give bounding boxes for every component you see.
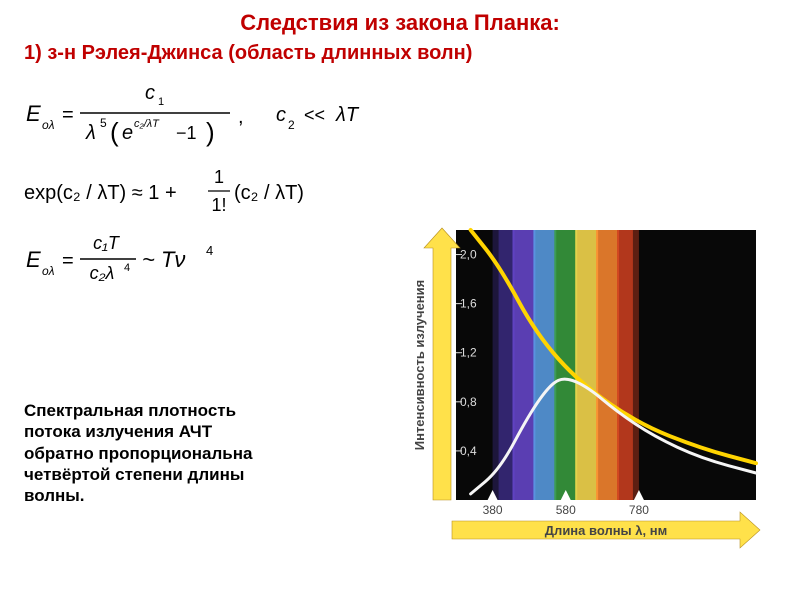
f2-tail: (c₂ / λT) [234,182,304,204]
f3-lhs: E [26,247,41,272]
svg-text:0,4: 0,4 [460,444,477,458]
eq3: = [62,250,74,272]
f3-den: c₂λ [90,263,115,283]
svg-text:2,0: 2,0 [460,248,477,262]
paren-l: ( [110,117,119,147]
formula-3: E oλ = c₁T c₂λ 4 ~ Tν 4 [24,229,254,289]
formulas-block: E oλ = c 1 λ 5 ( e c₂/λT −1 ) , c 2 << [24,77,384,289]
page-title: Следствия из закона Планка: [24,10,776,36]
svg-text:Длина волны λ, нм: Длина волны λ, нм [545,523,667,538]
svg-text:1,6: 1,6 [460,297,477,311]
f2-head: exp(c₂ / λT) ≈ 1 + [24,182,177,204]
formula-1: E oλ = c 1 λ 5 ( e c₂/λT −1 ) , [24,77,254,153]
eq: = [62,104,74,126]
spectrum-chart: Интенсивность излучения 0,4 0,8 1,2 1,6 2,0 Дл… [396,220,776,560]
f1-e: e [122,122,133,144]
f3-prop-exp: 4 [206,243,213,258]
f1-num: c [145,82,155,104]
f2-den: 1! [211,195,226,215]
caption-line: четвёртой степени длины [24,465,244,484]
f3-den-exp: 4 [124,262,130,274]
formula-2: exp(c₂ / λT) ≈ 1 + 1 1! (c₂ / λT) [24,163,324,219]
svg-text:Интенсивность излучения: Интенсивность излучения [412,280,427,451]
formula-1-row: E oλ = c 1 λ 5 ( e c₂/λT −1 ) , c 2 << [24,77,384,153]
f1-lhs: E [26,101,41,126]
caption-line: волны. [24,486,85,505]
f1-den-exp: 5 [100,116,107,130]
cond-c: c [276,104,286,126]
svg-text:780: 780 [629,503,649,517]
f1-minus1: −1 [176,123,197,143]
svg-text:1,2: 1,2 [460,346,477,360]
slide: Следствия из закона Планка: 1) з-н Рэлея… [0,0,800,600]
f2-num: 1 [214,167,224,187]
formula-1-cond: c 2 << λT [274,93,384,137]
f1-num-sub: 1 [158,96,164,108]
subtitle: 1) з-н Рэлея-Джинса (область длинных вол… [24,42,776,65]
caption-line: Спектральная плотность [24,401,236,420]
caption-line: обратно пропорциональна [24,444,252,463]
formula-3-row: E oλ = c₁T c₂λ 4 ~ Tν 4 [24,229,384,289]
paren-r: ) [206,117,215,147]
comma: , [238,106,244,128]
f1-esup: c₂/λT [134,118,160,130]
caption: Спектральная плотность потока излучения … [24,400,324,506]
f3-sub: oλ [42,264,55,278]
f1-den-l: λ [85,122,96,144]
svg-text:0,8: 0,8 [460,395,477,409]
caption-line: потока излучения АЧТ [24,422,212,441]
f3-prop: ~ Tν [142,247,185,272]
cond-r: λT [335,104,360,126]
cond-sub: 2 [288,118,295,132]
svg-text:580: 580 [556,503,576,517]
formula-2-row: exp(c₂ / λT) ≈ 1 + 1 1! (c₂ / λT) [24,163,384,219]
cond-op: << [304,105,325,125]
svg-text:380: 380 [483,503,503,517]
f3-num: c₁T [93,233,121,253]
f1-sub: oλ [42,118,55,132]
